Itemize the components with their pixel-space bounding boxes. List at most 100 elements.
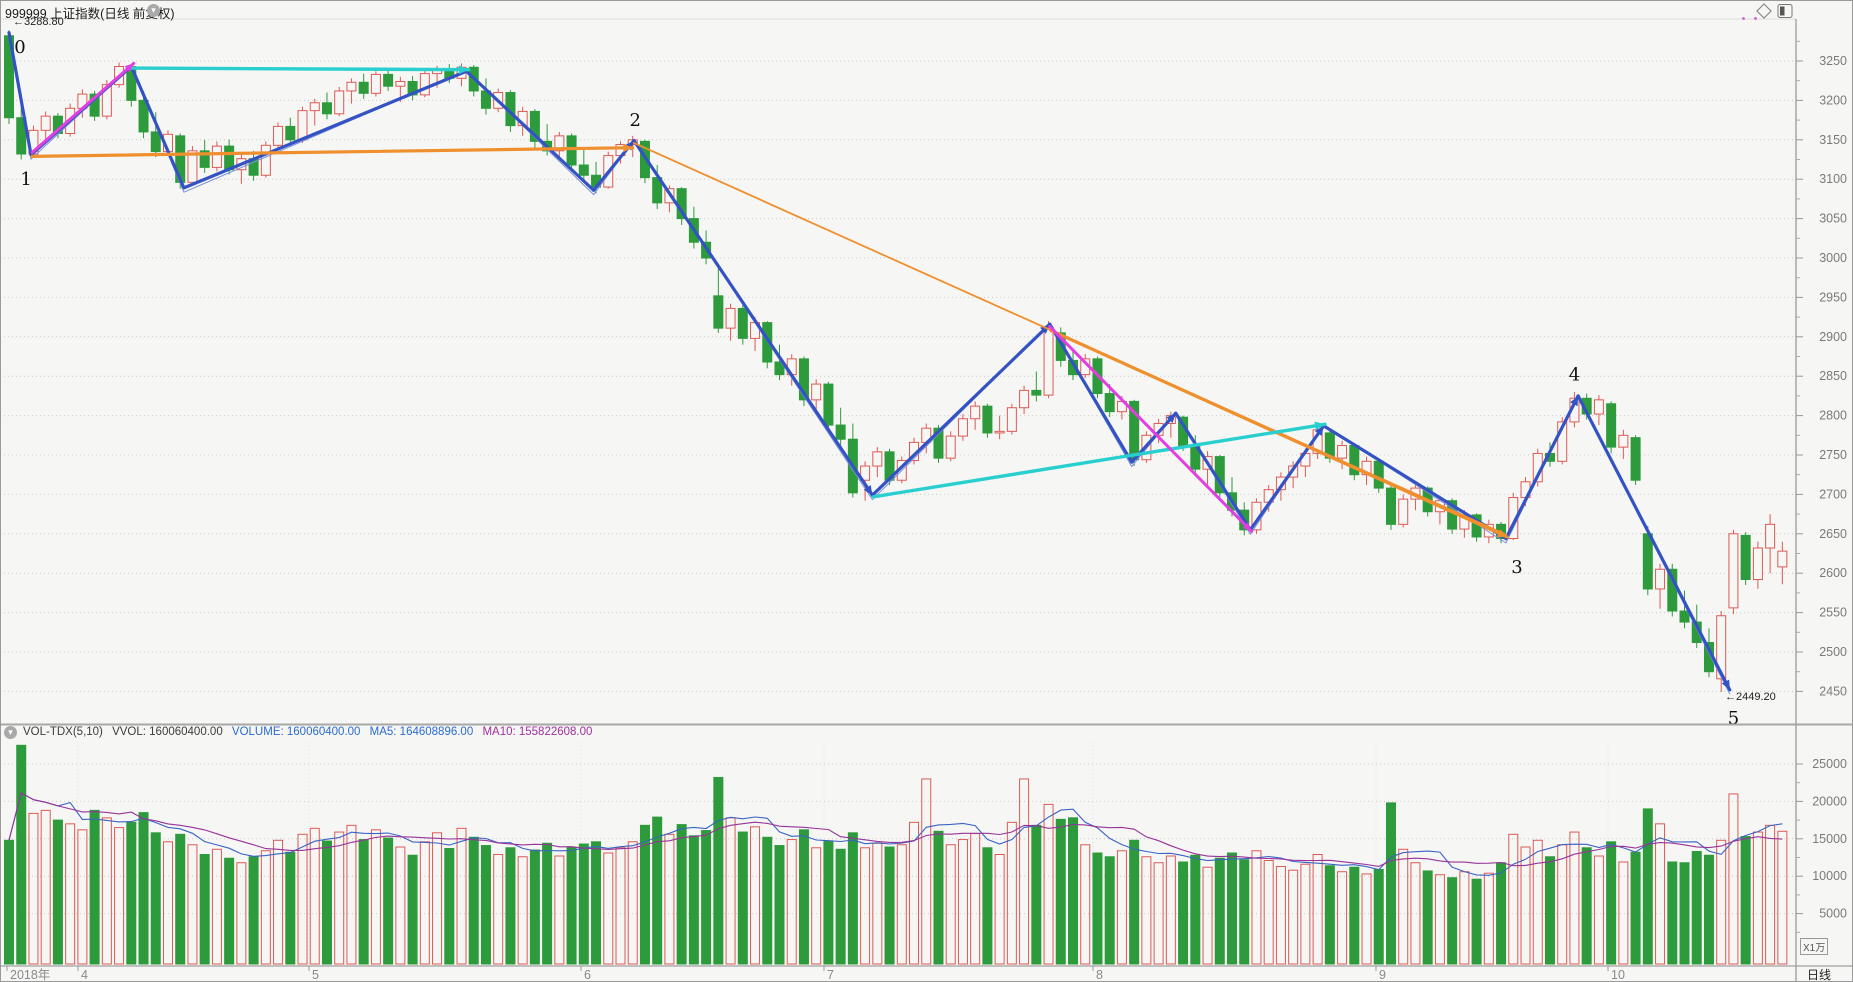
blue-trend-line: [129, 64, 186, 190]
candle: [309, 102, 320, 112]
volume-bar: [52, 819, 63, 965]
volume-axis-label: 15000: [1812, 832, 1847, 846]
chevron-down-circle-icon[interactable]: ▾: [4, 726, 17, 739]
candle: [982, 405, 993, 434]
split-panel-icon[interactable]: [1777, 4, 1793, 18]
volume-bar: [529, 849, 540, 965]
volume-header: ▾ VOL-TDX(5,10) VVOL: 160060400.00 VOLUM…: [1, 726, 598, 742]
volume-bar: [273, 839, 284, 965]
candle: [529, 110, 540, 142]
volume-bar: [1202, 866, 1213, 965]
volume-bar: [138, 812, 149, 965]
volume-bar: [1129, 839, 1140, 965]
candle: [737, 307, 748, 339]
volume-bar: [1068, 817, 1079, 965]
volume-axis-label: 25000: [1812, 757, 1847, 771]
candle: [370, 73, 381, 94]
candle: [578, 164, 589, 176]
volume-bar: [1642, 808, 1653, 965]
volume-bar: [1496, 862, 1507, 965]
candle: [566, 135, 577, 166]
candle: [1606, 403, 1617, 448]
volume-bar: [236, 862, 247, 965]
volume-bar: [126, 821, 137, 965]
volume-bar: [1178, 861, 1189, 965]
candle: [1055, 332, 1066, 361]
volume-bar: [664, 833, 675, 965]
price-axis-label: 3250: [1819, 54, 1847, 68]
volume-bar: [603, 852, 614, 965]
period-label: 日线: [1807, 968, 1832, 982]
candle: [1557, 421, 1568, 462]
volume-bar: [444, 848, 455, 965]
candle: [762, 322, 773, 363]
candle: [945, 435, 956, 459]
volume-value: VOLUME: 160060400.00: [231, 726, 361, 738]
price-axis-label: 3200: [1819, 93, 1847, 107]
volume-bar: [1691, 851, 1702, 965]
arrowhead: [1570, 395, 1579, 407]
candle: [211, 145, 222, 168]
volume-unit-label: X1万: [1800, 938, 1829, 955]
diamond-icon[interactable]: [1756, 3, 1772, 19]
candle: [1752, 547, 1763, 581]
price-axis-label: 3000: [1819, 251, 1847, 265]
volume-bar: [211, 848, 222, 965]
volume-bar: [334, 831, 345, 965]
volume-bar: [260, 850, 271, 965]
x-axis-label: 5: [312, 968, 319, 982]
symbol-title: 999999 上证指数(日线 前复权): [5, 7, 175, 21]
volume-bar: [1239, 859, 1250, 965]
volume-bar: [652, 816, 663, 965]
volume-bar: [321, 840, 332, 965]
price-axis-label: 3050: [1819, 212, 1847, 226]
candle: [1398, 498, 1409, 525]
chevron-down-circle-icon[interactable]: ▾: [147, 4, 160, 17]
candle: [713, 295, 724, 329]
volume-bar: [578, 843, 589, 965]
volume-bar: [1153, 862, 1164, 965]
arrowhead: [1496, 529, 1508, 537]
arrowhead: [1242, 522, 1252, 532]
candle: [933, 427, 944, 459]
candle: [725, 307, 736, 329]
volume-bar: [383, 837, 394, 965]
volume-bar: [309, 827, 320, 965]
volume-bar: [1055, 818, 1066, 965]
candle: [1373, 460, 1384, 489]
volume-bar: [1324, 865, 1335, 965]
candle: [554, 135, 565, 152]
price-axis-label: 2450: [1819, 684, 1847, 698]
candle: [297, 110, 308, 141]
price-axis-label: 2750: [1819, 448, 1847, 462]
volume-bar: [994, 854, 1005, 965]
volume-bar: [1728, 793, 1739, 965]
volume-bar: [1373, 868, 1384, 965]
blue-trend-line: [1174, 411, 1252, 532]
blue-trend-line: [870, 322, 1052, 497]
x-axis-label: 9: [1379, 968, 1386, 982]
candle: [346, 81, 357, 92]
candle: [419, 73, 430, 96]
volume-bar: [627, 841, 638, 965]
candle: [872, 451, 883, 467]
orange-trend-line: [30, 146, 635, 158]
volume-bar: [1630, 851, 1641, 965]
volume-bar: [1227, 852, 1237, 965]
blue-trend-line: [632, 138, 875, 497]
volume-bar: [4, 839, 14, 965]
volume-bar: [884, 846, 895, 965]
volume-bar: [1104, 856, 1115, 965]
volume-bar: [750, 826, 761, 965]
volume-bar: [1520, 846, 1531, 965]
volume-bar: [297, 833, 308, 965]
volume-bar: [1190, 854, 1201, 965]
arrowhead: [1166, 413, 1176, 423]
volume-bar: [786, 839, 797, 965]
volume-bar: [395, 846, 406, 965]
volume-bar: [1434, 874, 1445, 965]
magenta-dot-icon: [1754, 17, 1757, 20]
volume-bar: [199, 854, 210, 965]
